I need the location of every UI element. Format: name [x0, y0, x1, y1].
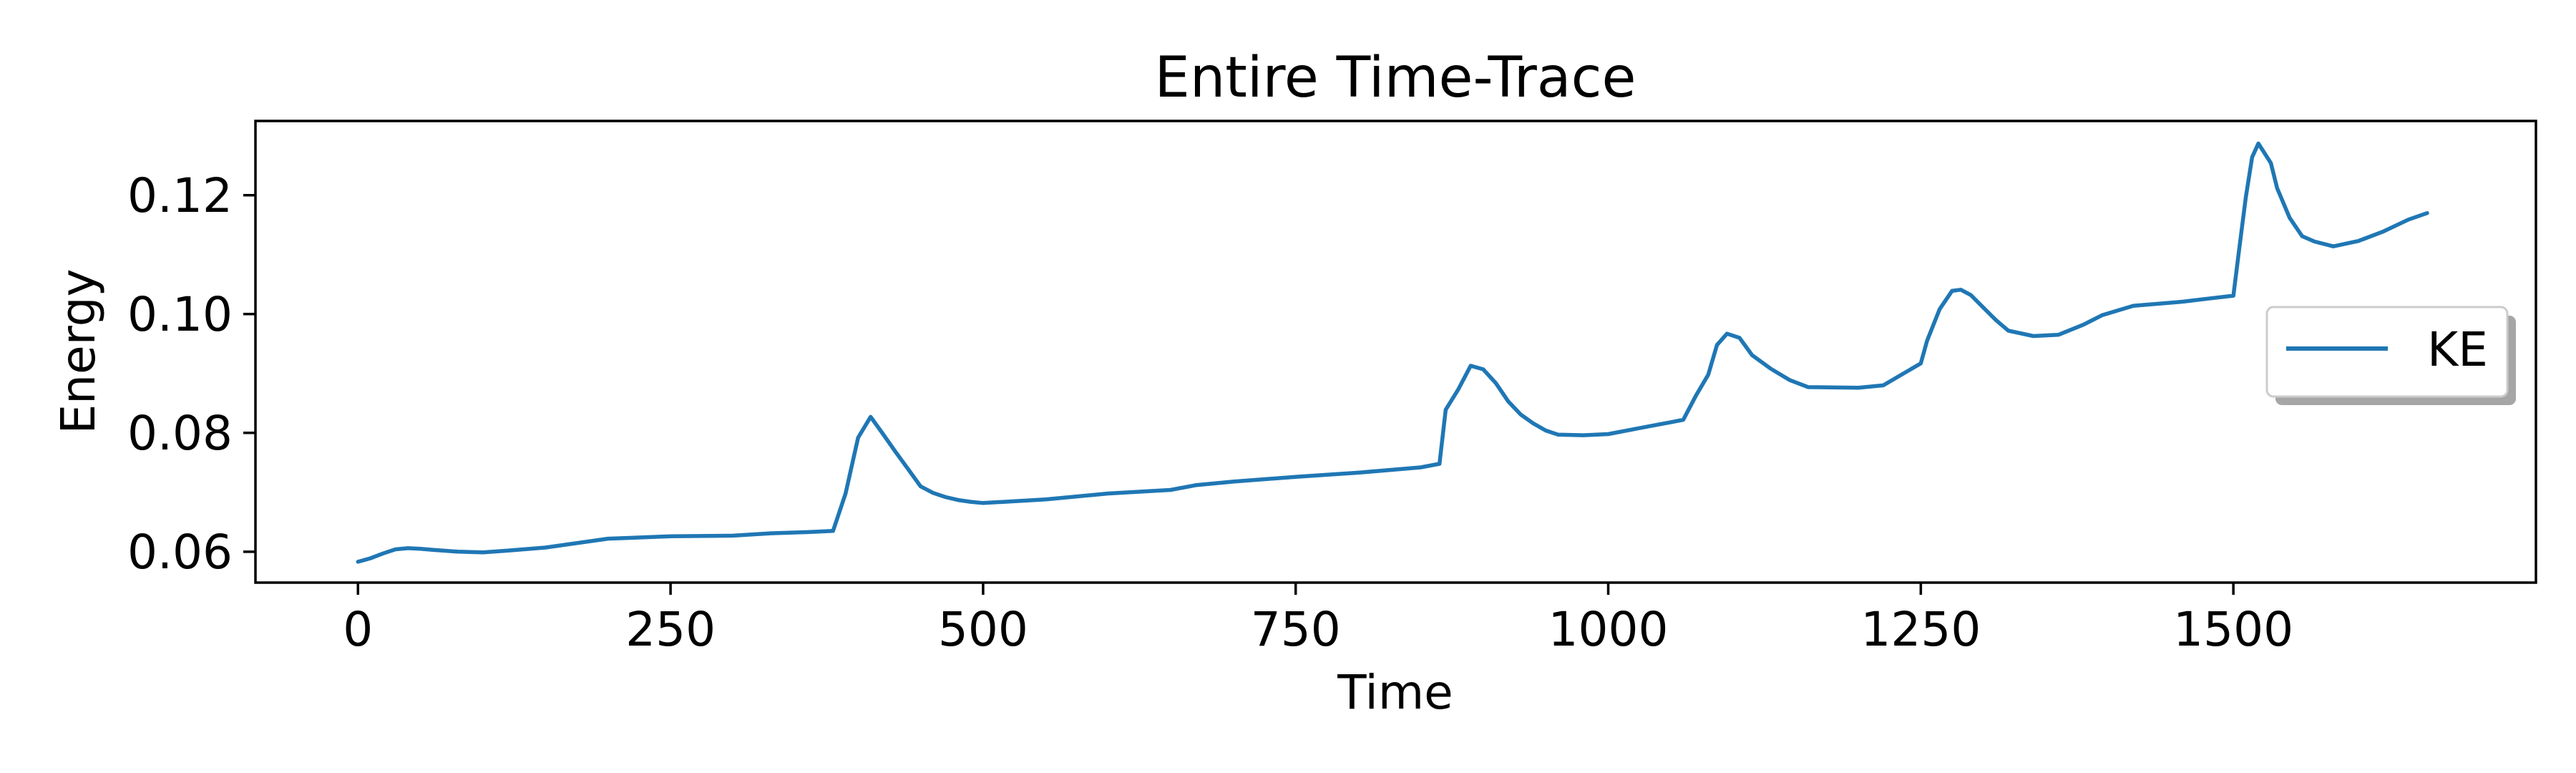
legend-label-ke: KE — [2427, 322, 2488, 377]
x-tick-label: 750 — [1251, 602, 1341, 657]
y-tick-label: 0.08 — [127, 406, 233, 461]
y-axis-label: Energy — [51, 268, 106, 434]
x-tick-label: 1000 — [1548, 602, 1669, 657]
x-axis-label: Time — [1337, 665, 1453, 720]
x-tick-label: 0 — [343, 602, 373, 657]
y-axis: 0.06 0.08 0.10 0.12 — [127, 168, 255, 580]
x-tick-label: 1250 — [1860, 602, 1981, 657]
x-tick-label: 1500 — [2173, 602, 2293, 657]
legend: KE — [2265, 306, 2516, 405]
series-line-ke — [356, 141, 2429, 564]
x-axis: 0 250 500 750 1000 1250 1500 — [343, 583, 2293, 657]
legend-box — [2265, 306, 2509, 398]
y-tick-label: 0.12 — [127, 168, 233, 223]
x-tick-label: 500 — [938, 602, 1028, 657]
y-tick-label: 0.10 — [127, 287, 233, 342]
chart-title: Entire Time-Trace — [1155, 46, 1636, 110]
plot-frame — [254, 120, 2537, 584]
y-tick-label: 0.06 — [127, 525, 233, 580]
plot-area — [356, 141, 2429, 564]
x-tick-label: 250 — [625, 602, 716, 657]
